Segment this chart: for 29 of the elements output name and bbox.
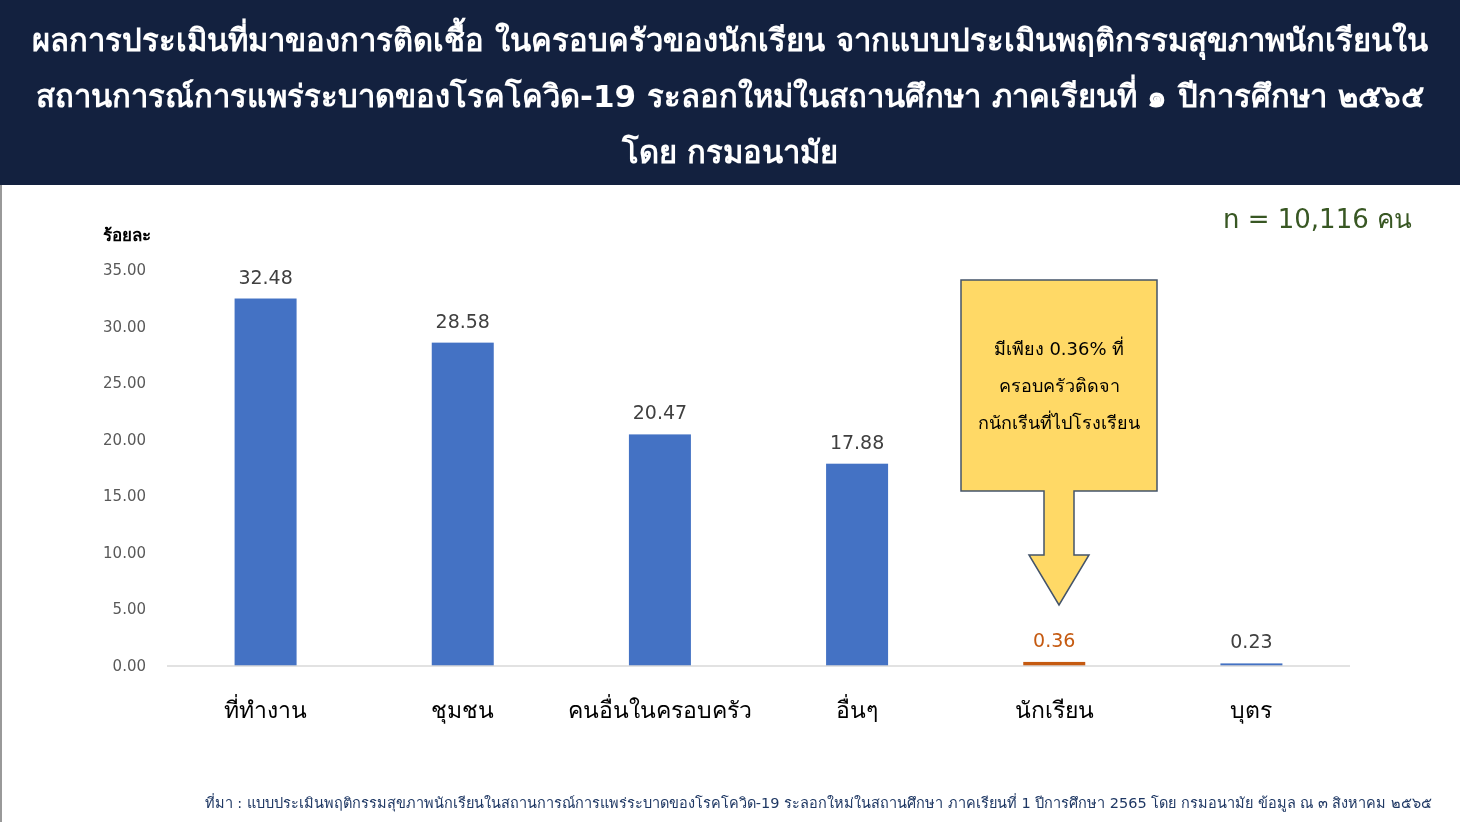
y-axis-title: ร้อยละ (103, 225, 151, 245)
bar (628, 434, 691, 666)
y-tick-label: 20.00 (103, 430, 146, 449)
bar (431, 342, 494, 666)
x-tick-label: บุตร (1230, 697, 1273, 724)
text: ที่มา : แบบประเมินพฤติกรรมสุขภาพนักเรียนในสถานการณ์การแพร่ระบาดของโรคโควิด-19 ระลอกใหม่ในสถานศึกษา ภาคเรียนที่ 1 ปีการศึกษา 2565 โดย กรมอนามัย ข้อมูล ณ ๓ สิงหาคม ๒๕๖๕ (204, 793, 1432, 812)
y-tick-label: 25.00 (103, 374, 146, 393)
data-label: 20.47 (632, 401, 688, 424)
data-label: 32.48 (238, 265, 293, 288)
y-tick-label: 10.00 (103, 543, 146, 562)
y-tick-label: 5.00 (112, 600, 146, 619)
y-tick-label: 0.00 (112, 657, 146, 675)
x-tick-label: ชุมชน (431, 697, 495, 724)
chart-title: ผลการประเมินที่มาของการติดเชื้อ ในครอบครัวของนักเรียน จากแบบประเมินพฤติกรรมสุขภาพนักเรียนในสถานการณ์การแพร่ระบาดของโรคโควิด-19 ระลอกใหม่ในสถานศึกษา ภาคเรียนที่ ๑ ปีการศึกษา ๒๕๖๕ โดย กรมอนามัย (0, 0, 1460, 185)
x-tick-label: อื่นๆ (836, 694, 879, 723)
data-label: 0.23 (1230, 630, 1273, 653)
data-label: 28.58 (435, 309, 490, 332)
data-label: 17.88 (829, 430, 885, 453)
x-tick-label: ที่ทำงาน (224, 694, 308, 723)
bar (826, 463, 889, 666)
y-tick-label: 30.00 (103, 317, 146, 336)
data-label: 0.36 (1033, 628, 1076, 651)
x-tick-label: นักเรียน (1014, 697, 1094, 723)
text: n = 10,116 คน (1222, 204, 1412, 234)
y-tick-label: 15.00 (103, 487, 146, 506)
y-tick-label: 35.00 (103, 261, 146, 279)
x-tick-label: คนอื่นในครอบครัว (567, 694, 752, 723)
annotation: มีเพียง 0.36% ที่ครอบครัวติดจากนักเรีนที่ไปโรงเรียน (977, 335, 1141, 435)
bar (234, 298, 297, 666)
